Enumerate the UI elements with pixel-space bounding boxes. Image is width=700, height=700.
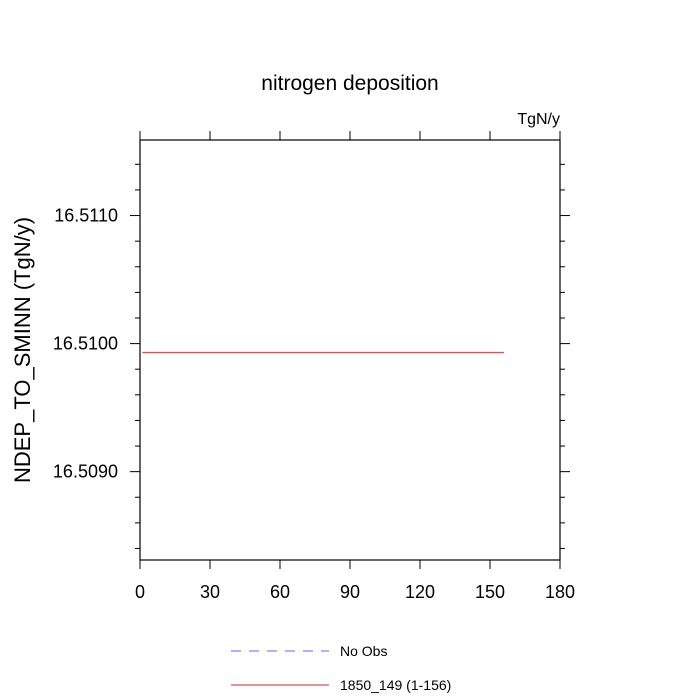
legend-label: No Obs (340, 643, 387, 659)
x-tick-label: 30 (200, 582, 220, 602)
units-label: TgN/y (517, 111, 560, 128)
axis-tick-labels: 0 30 60 90 120 150 180 16.5090 16.5100 16.5110 (53, 206, 575, 602)
legend-label: 1850_149 (1-156) (340, 677, 451, 693)
y-tick-label: 16.5090 (53, 462, 118, 482)
y-axis-label: NDEP_TO_SMINN (TgN/y) (10, 217, 35, 483)
x-tick-label: 90 (340, 582, 360, 602)
x-tick-label: 150 (475, 582, 505, 602)
x-tick-label: 0 (135, 582, 145, 602)
x-tick-label: 60 (270, 582, 290, 602)
plot-frame (139, 139, 561, 561)
x-tick-label: 120 (405, 582, 435, 602)
legend: No Obs 1850_149 (1-156) (231, 643, 451, 693)
chart-title: nitrogen deposition (261, 72, 438, 95)
axis-ticks (130, 131, 570, 569)
y-tick-label: 16.5110 (54, 206, 118, 226)
x-tick-label: 180 (545, 582, 575, 602)
y-tick-label: 16.5100 (53, 334, 118, 354)
